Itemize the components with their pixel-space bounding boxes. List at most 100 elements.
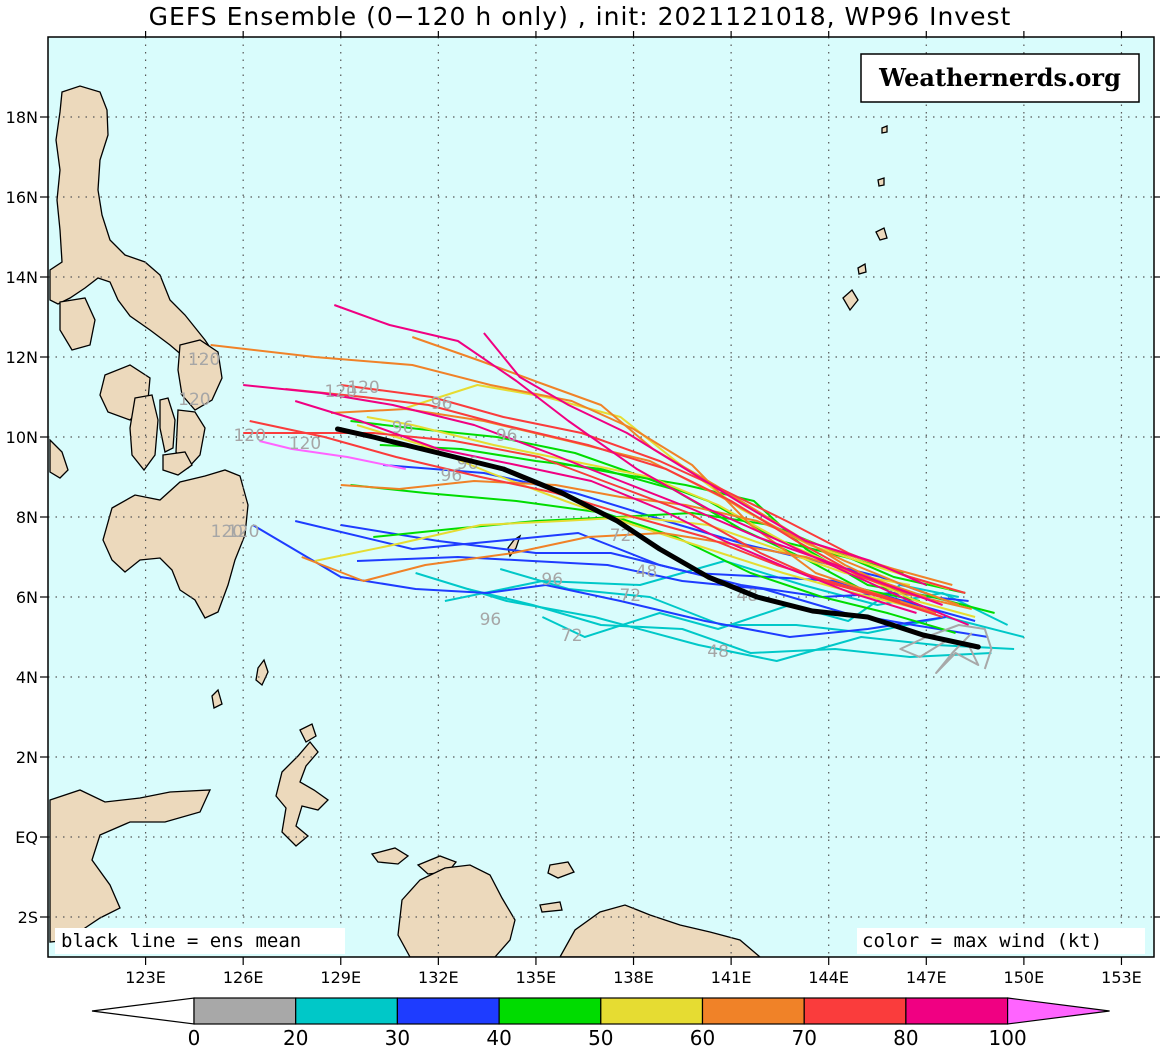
member-track-16 bbox=[366, 416, 976, 618]
colorbar-tick-label: 30 bbox=[385, 1026, 410, 1050]
hour-label: 120 bbox=[211, 522, 243, 542]
hour-label: 72 bbox=[619, 586, 641, 606]
ensemble-mean-track bbox=[335, 426, 981, 650]
colorbar-bin bbox=[701, 997, 805, 1025]
hour-label: 96 bbox=[392, 418, 414, 438]
hour-label: 120 bbox=[188, 350, 220, 370]
colorbar-tick-label: 70 bbox=[791, 1026, 816, 1050]
watermark-text: Weathernerds.org bbox=[878, 63, 1121, 92]
y-tick-label: 16N bbox=[6, 188, 38, 207]
y-tick-label: 2S bbox=[18, 908, 38, 927]
morotai-island bbox=[299, 723, 317, 743]
new-guinea-birdshead bbox=[397, 864, 516, 957]
mindoro-island bbox=[59, 297, 96, 351]
wind-colorbar: 0 20 30 40 50 60 70 80 100 bbox=[91, 997, 1110, 1050]
note-right: color = max wind (kt) bbox=[862, 930, 1102, 952]
hour-label: 48 bbox=[707, 642, 729, 662]
hour-label: 120 bbox=[325, 382, 357, 402]
member-track-10 bbox=[252, 524, 946, 638]
y-tick-label: 2N bbox=[16, 748, 38, 767]
colorbar-bin bbox=[600, 997, 704, 1025]
y-tick-label: EQ bbox=[15, 828, 38, 847]
colorbar-tick-label: 80 bbox=[893, 1026, 918, 1050]
palau-island bbox=[507, 534, 522, 558]
member-track-5 bbox=[541, 584, 960, 638]
note-right-box: color = max wind (kt) bbox=[857, 928, 1145, 954]
obi-island bbox=[370, 847, 410, 865]
x-tick-label: 141E bbox=[711, 968, 752, 987]
y-tick-label: 8N bbox=[16, 508, 38, 527]
colorbar-tick-label: 100 bbox=[989, 1026, 1027, 1050]
x-tick-label: 129E bbox=[320, 968, 361, 987]
sangihe-island bbox=[211, 688, 223, 709]
colorbar-tick-label: 40 bbox=[486, 1026, 511, 1050]
x-tick-label: 132E bbox=[418, 968, 459, 987]
member-track-25 bbox=[285, 388, 921, 598]
negros-island bbox=[129, 394, 159, 472]
note-left-box: black line = ens mean bbox=[55, 928, 345, 954]
hour-label: 96 bbox=[496, 426, 518, 446]
y-tick-label: 12N bbox=[6, 348, 38, 367]
cebu-island bbox=[159, 397, 176, 453]
hour-label: 120 bbox=[178, 390, 210, 410]
member-track-26 bbox=[243, 432, 943, 618]
x-tick-label: 123E bbox=[125, 968, 166, 987]
colorbar-bin bbox=[803, 997, 907, 1025]
x-tick-label: 153E bbox=[1101, 968, 1142, 987]
y-tick-label: 4N bbox=[16, 668, 38, 687]
map-frame bbox=[47, 36, 1155, 958]
mindanao-island bbox=[102, 469, 249, 619]
colorbar-bin bbox=[193, 997, 297, 1025]
member-track-8 bbox=[356, 556, 989, 638]
hour-label: 96 bbox=[480, 610, 502, 630]
member-track-21 bbox=[210, 344, 937, 614]
x-tick-label: 126E bbox=[223, 968, 264, 987]
note-left: black line = ens mean bbox=[61, 930, 301, 952]
new-guinea-mainland bbox=[559, 904, 762, 957]
agrihan-island bbox=[881, 125, 888, 134]
hour-label: 96 bbox=[431, 394, 453, 414]
member-track-27 bbox=[249, 420, 901, 602]
hour-label: 120 bbox=[227, 522, 259, 542]
talaud-island bbox=[255, 658, 269, 687]
colorbar-bin bbox=[498, 997, 602, 1025]
x-tick-label: 147E bbox=[906, 968, 947, 987]
latitude-axis: 18N 16N 14N 12N 10N 8N 6N 4N 2N EQ 2S bbox=[6, 108, 1160, 927]
x-tick-label: 135E bbox=[516, 968, 557, 987]
pagan-island bbox=[877, 177, 885, 187]
colorbar-tick-label: 60 bbox=[690, 1026, 715, 1050]
bohol-island bbox=[162, 451, 193, 476]
guam-island bbox=[842, 288, 859, 312]
y-tick-label: 18N bbox=[6, 108, 38, 127]
land-layer bbox=[49, 85, 888, 957]
member-track-12 bbox=[350, 484, 956, 634]
member-track-31 bbox=[294, 400, 917, 614]
halmahera-island bbox=[275, 740, 330, 847]
member-track-11 bbox=[373, 512, 966, 594]
watermark-box: Weathernerds.org bbox=[860, 53, 1140, 103]
samar-island bbox=[177, 339, 223, 411]
x-tick-label: 138E bbox=[613, 968, 654, 987]
hour-label: 72 bbox=[561, 626, 583, 646]
member-track-29 bbox=[333, 304, 969, 626]
y-tick-label: 10N bbox=[6, 428, 38, 447]
hour-label: 96 bbox=[541, 570, 563, 590]
member-track-34 bbox=[899, 624, 993, 674]
hour-label: 96 bbox=[441, 466, 463, 486]
member-track-32 bbox=[243, 384, 943, 606]
y-tick-label: 6N bbox=[16, 588, 38, 607]
member-track-4 bbox=[467, 588, 992, 658]
colorbar-bin bbox=[905, 997, 1009, 1025]
colorbar-bin bbox=[295, 997, 399, 1025]
colorbar-tick-label: 0 bbox=[188, 1026, 201, 1050]
yapen-island bbox=[539, 901, 563, 913]
colorbar-tick-label: 20 bbox=[283, 1026, 308, 1050]
x-tick-label: 144E bbox=[808, 968, 849, 987]
biak-island bbox=[547, 861, 575, 879]
y-tick-label: 14N bbox=[6, 268, 38, 287]
longitude-axis: 123E 126E 129E 132E 135E 138E 141E 144E 147E 150E… bbox=[125, 31, 1142, 987]
mean-track-line bbox=[335, 426, 981, 650]
colorbar-low-arrow bbox=[91, 997, 195, 1025]
hour-label: 48 bbox=[636, 562, 658, 582]
